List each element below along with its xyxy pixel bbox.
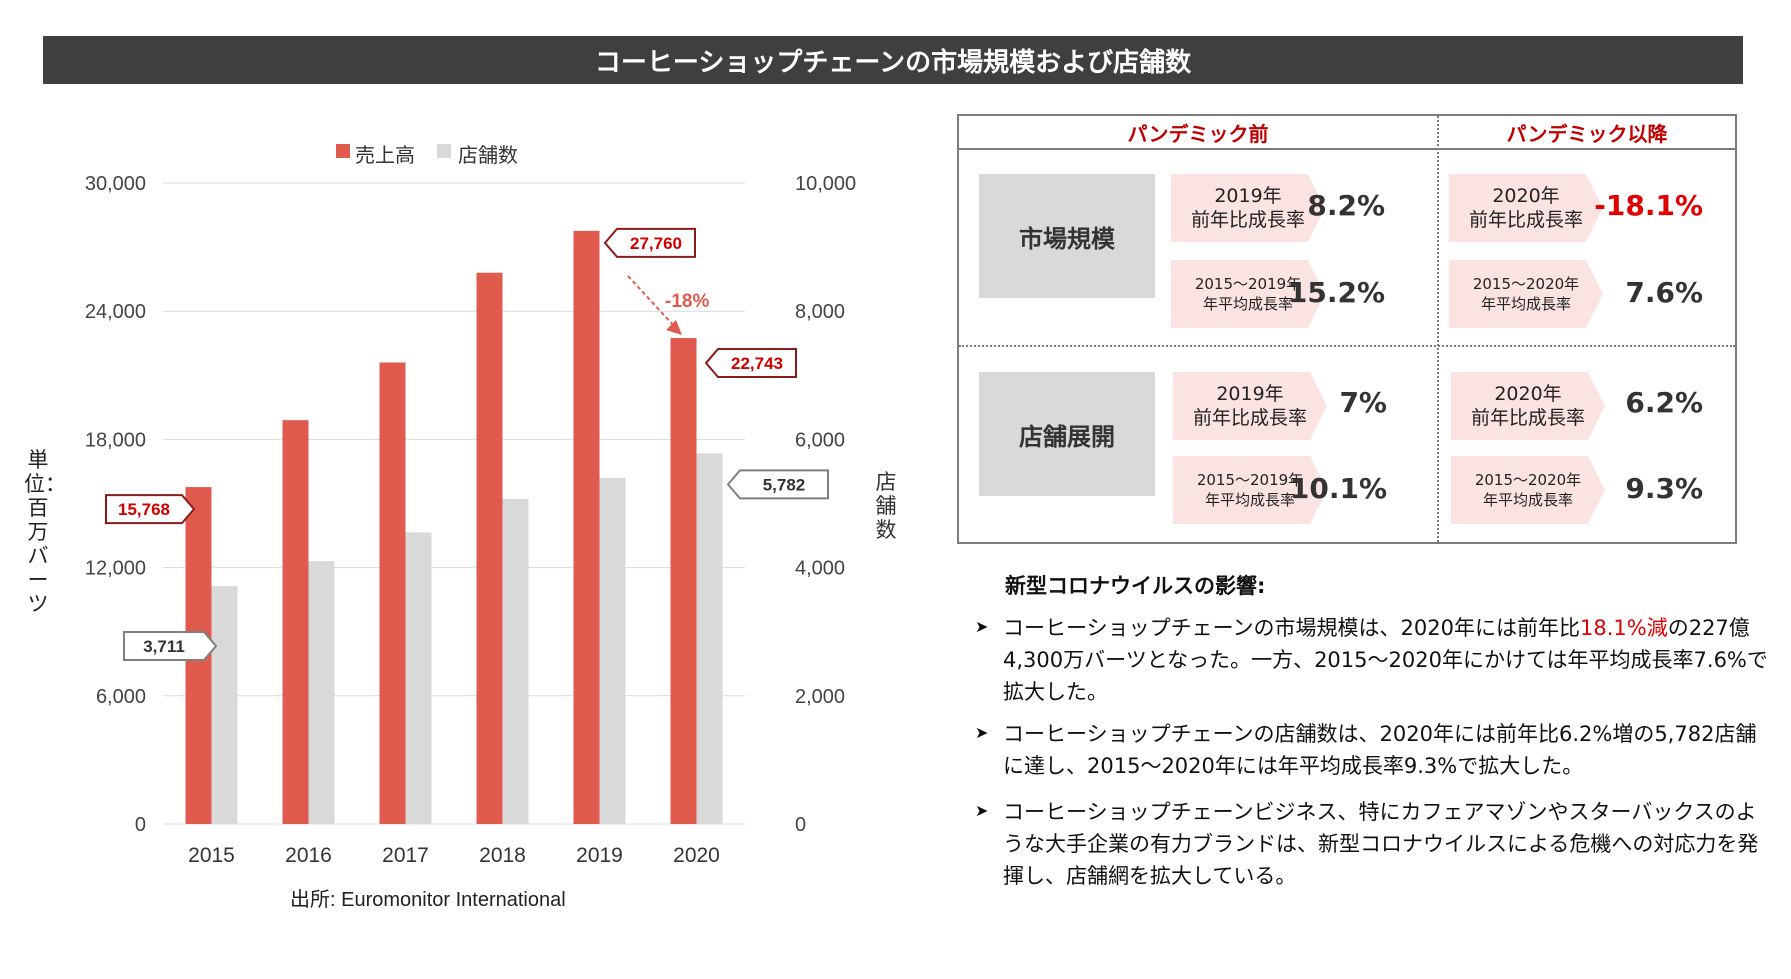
decline-arrow-head xyxy=(666,320,682,335)
y-right-tick-label: 0 xyxy=(795,814,806,836)
market-post-yoy-label: 2020年 前年比成長率 xyxy=(1449,174,1603,242)
callout-2015-sales-box xyxy=(105,494,196,525)
market-post-cagr-label: 2015～2020年 年平均成長率 xyxy=(1449,260,1603,328)
stores-post-yoy-value: 6.2% xyxy=(1625,386,1703,419)
callout-2015-stores-label: 3,711 xyxy=(143,637,185,656)
stores-pre-yoy-value: 7% xyxy=(1339,386,1387,419)
page-title: コーヒーショップチェーンの市場規模および店舗数 xyxy=(43,36,1743,84)
bullet-text-3: コーヒーショップチェーンビジネス、特にカフェアマゾンやスターバックスのような大手… xyxy=(1003,800,1759,888)
bar-stores-2020 xyxy=(696,453,723,824)
arrowhead-bullet-icon: ➤ xyxy=(975,801,989,820)
x-tick-label: 2018 xyxy=(479,844,526,867)
column-divider xyxy=(1437,116,1439,542)
bar-sales-2020 xyxy=(670,338,697,824)
bar-stores-2018 xyxy=(502,499,529,824)
y-axis-left-label: 単位：百万バーツ xyxy=(24,448,66,616)
y-left-tick-label: 18,000 xyxy=(85,429,146,451)
callout-2019-sales-box xyxy=(603,227,696,258)
bar-stores-2017 xyxy=(405,532,432,824)
bar-sales-2016 xyxy=(282,420,309,824)
y-left-tick-label: 6,000 xyxy=(96,686,146,708)
source-note: 出所: Euromonitor International xyxy=(290,889,566,911)
notes-heading: 新型コロナウイルスの影響: xyxy=(1005,574,1266,598)
summary-table: パンデミック前 パンデミック以降 市場規模 2019年 前年比成長率 8.2% … xyxy=(957,114,1737,544)
bar-stores-2015 xyxy=(211,586,238,824)
y-left-tick-label: 24,000 xyxy=(85,301,146,323)
header-post-pandemic: パンデミック以降 xyxy=(1439,116,1735,150)
bar-sales-2017 xyxy=(379,362,406,824)
bar-stores-2016 xyxy=(308,561,335,824)
x-tick-label: 2015 xyxy=(188,844,235,867)
bullet-text-1: コーヒーショップチェーンの市場規模は、2020年には前年比18.1%減の227億… xyxy=(1003,616,1768,704)
row-label-stores: 店舗展開 xyxy=(979,372,1155,496)
market-pre-cagr-label: 2015～2019年 年平均成長率 xyxy=(1171,260,1325,328)
legend-label-stores: 店舗数 xyxy=(458,144,518,167)
x-tick-label: 2020 xyxy=(673,844,720,867)
y-right-tick-label: 2,000 xyxy=(795,686,845,708)
callout-2019-sales-label: 27,760 xyxy=(630,234,682,253)
legend-swatch-sales xyxy=(336,144,350,158)
stores-pre-yoy-label: 2019年 前年比成長率 xyxy=(1173,372,1327,440)
list-item: ➤ コーヒーショップチェーンの店舗数は、2020年には前年比6.2%増の5,78… xyxy=(975,718,1775,782)
y-right-tick-label: 6,000 xyxy=(795,429,845,451)
legend-label-sales: 売上高 xyxy=(355,144,415,167)
y-axis-right-label: 店舗数 xyxy=(875,470,897,542)
header-pre-pandemic: パンデミック前 xyxy=(959,116,1437,150)
x-tick-label: 2019 xyxy=(576,844,623,867)
y-right-tick-label: 10,000 xyxy=(795,173,856,195)
y-right-tick-label: 8,000 xyxy=(795,301,845,323)
stores-pre-cagr-value: 10.1% xyxy=(1289,472,1387,505)
callout-2020-sales-label: 22,743 xyxy=(731,354,783,373)
bar-chart: 0 0 6,000 2,000 12,000 4,000 18,000 6,000 24,000… xyxy=(85,144,856,867)
bar-sales-2018 xyxy=(476,272,503,824)
y-left-tick-label: 12,000 xyxy=(85,558,146,580)
row-divider xyxy=(959,345,1735,347)
list-item: ➤ コーヒーショップチェーンの市場規模は、2020年には前年比18.1%減の22… xyxy=(975,612,1775,708)
market-pre-cagr-value: 15.2% xyxy=(1287,276,1385,309)
y-right-tick-label: 4,000 xyxy=(795,558,845,580)
list-item: ➤ コーヒーショップチェーンビジネス、特にカフェアマゾンやスターバックスのような… xyxy=(975,796,1775,892)
decline-arrow-line xyxy=(627,275,676,328)
callout-2015-stores-box xyxy=(123,631,218,661)
y-left-tick-label: 0 xyxy=(135,814,146,836)
market-pre-yoy-value: 8.2% xyxy=(1307,189,1385,222)
highlight-decline: 18.1%減 xyxy=(1579,616,1668,640)
bar-stores-2019 xyxy=(599,477,626,824)
x-tick-label: 2017 xyxy=(382,844,429,867)
market-post-cagr-value: 7.6% xyxy=(1625,276,1703,309)
market-post-yoy-value: -18.1% xyxy=(1594,189,1703,222)
stores-pre-cagr-label: 2015～2019年 年平均成長率 xyxy=(1173,456,1327,524)
row-label-market: 市場規模 xyxy=(979,174,1155,298)
stores-post-yoy-label: 2020年 前年比成長率 xyxy=(1451,372,1605,440)
callout-2015-sales-label: 15,768 xyxy=(118,500,170,519)
stores-post-cagr-value: 9.3% xyxy=(1625,472,1703,505)
callout-2020-stores-box xyxy=(726,469,829,500)
market-pre-yoy-label: 2019年 前年比成長率 xyxy=(1171,174,1325,242)
callout-2020-stores-label: 5,782 xyxy=(763,475,806,494)
callout-2020-sales-box xyxy=(704,348,797,379)
change-annotation: -18% xyxy=(665,291,709,312)
x-tick-label: 2016 xyxy=(285,844,332,867)
arrowhead-bullet-icon: ➤ xyxy=(975,617,989,636)
arrowhead-bullet-icon: ➤ xyxy=(975,723,989,742)
stores-post-cagr-label: 2015～2020年 年平均成長率 xyxy=(1451,456,1605,524)
bullet-text-2: コーヒーショップチェーンの店舗数は、2020年には前年比6.2%増の5,782店… xyxy=(1003,722,1757,778)
legend-swatch-stores xyxy=(437,144,451,158)
y-left-tick-label: 30,000 xyxy=(85,173,146,195)
bar-sales-2019 xyxy=(573,230,600,824)
